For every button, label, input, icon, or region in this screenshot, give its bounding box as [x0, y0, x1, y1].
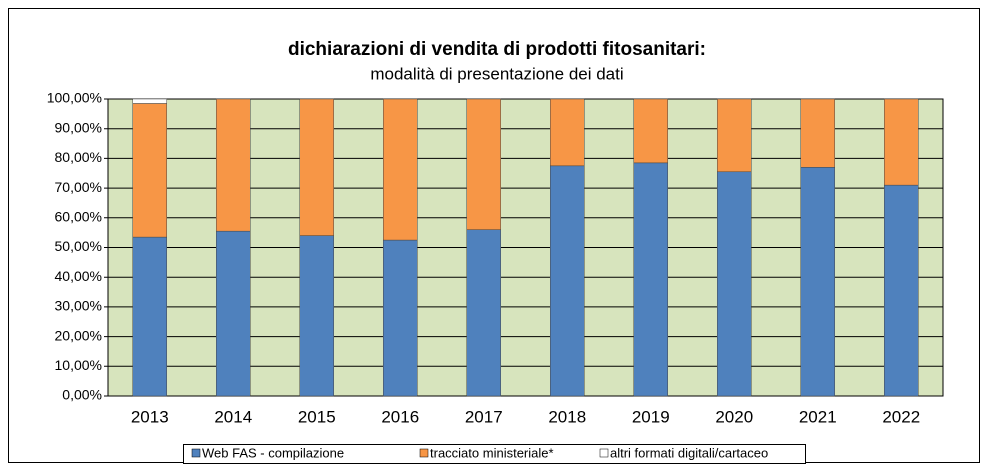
y-tick-label: 50,00%	[55, 238, 102, 254]
bar-segment	[466, 229, 501, 397]
legend-swatch	[419, 448, 429, 458]
legend-box	[183, 444, 806, 464]
y-tick-label: 10,00%	[55, 357, 102, 373]
y-tick-label: 80,00%	[55, 149, 102, 165]
bar-segment	[132, 236, 167, 397]
chart-subtitle: modalità di presentazione dei dati	[370, 64, 623, 83]
y-tick-label: 100,00%	[47, 90, 102, 106]
bar-segment	[216, 230, 251, 397]
bar-segment	[884, 184, 919, 397]
x-tick-label: 2022	[882, 407, 920, 426]
bar-segment	[800, 98, 835, 168]
x-tick-label: 2021	[799, 407, 837, 426]
x-tick-label: 2013	[131, 407, 169, 426]
legend-label: Web FAS - compilazione	[202, 445, 344, 460]
bar-segment	[717, 171, 752, 397]
chart-title: dichiarazioni di vendita di prodotti fit…	[288, 39, 706, 60]
bar-segment	[383, 98, 418, 241]
legend-swatch	[599, 448, 609, 458]
bar-segment	[132, 98, 167, 104]
y-tick-label: 60,00%	[55, 209, 102, 225]
bar-segment	[550, 98, 585, 167]
legend-label: altri formati digitali/cartaceo	[610, 445, 768, 460]
bar-segment	[299, 98, 334, 236]
x-tick-label: 2015	[298, 407, 336, 426]
bar-segment	[466, 98, 501, 230]
bar-segment	[550, 165, 585, 397]
x-tick-label: 2016	[381, 407, 419, 426]
x-tick-label: 2020	[715, 407, 753, 426]
bar-segment	[383, 239, 418, 397]
bar-segment	[132, 103, 167, 238]
y-tick-label: 30,00%	[55, 298, 102, 314]
bar-segment	[800, 167, 835, 397]
x-tick-label: 2018	[548, 407, 586, 426]
x-tick-label: 2019	[632, 407, 670, 426]
legend-swatch	[191, 448, 201, 458]
bar-segment	[216, 98, 251, 232]
bar-segment	[633, 98, 668, 164]
legend-label: tracciato ministeriale*	[430, 445, 554, 460]
bar-segment	[299, 235, 334, 397]
bar-segment	[884, 98, 919, 186]
y-tick-label: 40,00%	[55, 268, 102, 284]
x-tick-label: 2014	[214, 407, 252, 426]
y-tick-label: 20,00%	[55, 327, 102, 343]
x-tick-label: 2017	[465, 407, 503, 426]
y-tick-label: 70,00%	[55, 179, 102, 195]
y-tick-label: 0,00%	[62, 387, 102, 403]
bar-segment	[633, 162, 668, 397]
y-tick-label: 90,00%	[55, 119, 102, 135]
bar-segment	[717, 98, 752, 173]
